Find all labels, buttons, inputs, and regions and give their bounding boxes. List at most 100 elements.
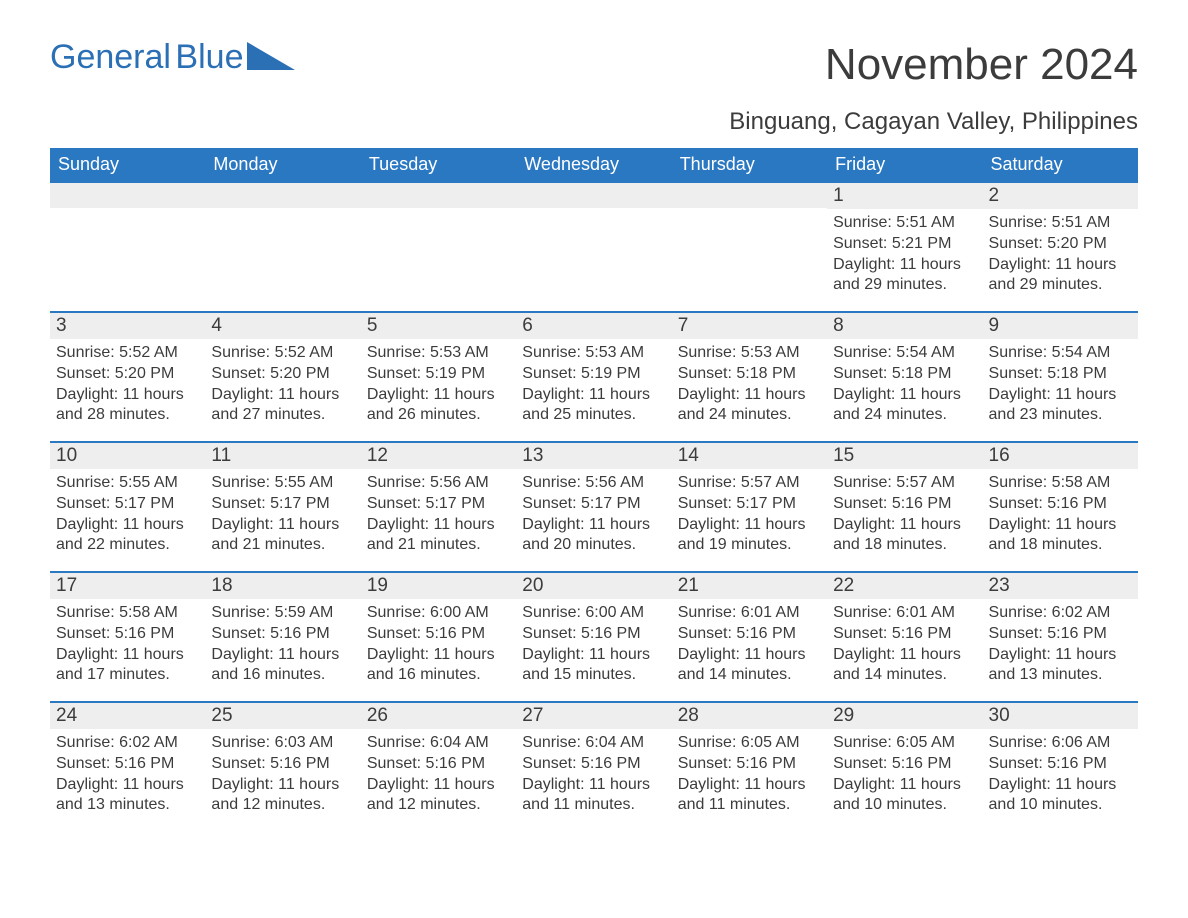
daylight-text: Daylight: 11 hours and 13 minutes.	[989, 645, 1132, 687]
day-number: 1	[827, 181, 982, 209]
day-details: Sunrise: 6:02 AMSunset: 5:16 PMDaylight:…	[983, 599, 1138, 690]
logo-triangle-icon	[247, 42, 295, 70]
day-number: 5	[361, 311, 516, 339]
sunset-text: Sunset: 5:16 PM	[833, 494, 976, 515]
daylight-text: Daylight: 11 hours and 23 minutes.	[989, 385, 1132, 427]
calendar-body: 1Sunrise: 5:51 AMSunset: 5:21 PMDaylight…	[50, 181, 1138, 831]
day-details: Sunrise: 6:03 AMSunset: 5:16 PMDaylight:…	[205, 729, 360, 820]
sunset-text: Sunset: 5:17 PM	[56, 494, 199, 515]
daylight-text: Daylight: 11 hours and 25 minutes.	[522, 385, 665, 427]
sunset-text: Sunset: 5:18 PM	[989, 364, 1132, 385]
sunrise-text: Sunrise: 5:51 AM	[833, 213, 976, 234]
calendar-cell: 4Sunrise: 5:52 AMSunset: 5:20 PMDaylight…	[205, 311, 360, 441]
calendar-week-row: 10Sunrise: 5:55 AMSunset: 5:17 PMDayligh…	[50, 441, 1138, 571]
calendar-cell	[50, 181, 205, 311]
daylight-text: Daylight: 11 hours and 24 minutes.	[833, 385, 976, 427]
calendar-cell: 21Sunrise: 6:01 AMSunset: 5:16 PMDayligh…	[672, 571, 827, 701]
calendar-cell: 16Sunrise: 5:58 AMSunset: 5:16 PMDayligh…	[983, 441, 1138, 571]
sunset-text: Sunset: 5:16 PM	[211, 754, 354, 775]
day-details: Sunrise: 5:57 AMSunset: 5:17 PMDaylight:…	[672, 469, 827, 560]
daylight-text: Daylight: 11 hours and 16 minutes.	[211, 645, 354, 687]
sunrise-text: Sunrise: 6:01 AM	[678, 603, 821, 624]
calendar-cell: 13Sunrise: 5:56 AMSunset: 5:17 PMDayligh…	[516, 441, 671, 571]
day-details: Sunrise: 5:56 AMSunset: 5:17 PMDaylight:…	[516, 469, 671, 560]
sunrise-text: Sunrise: 6:05 AM	[833, 733, 976, 754]
day-details: Sunrise: 6:01 AMSunset: 5:16 PMDaylight:…	[827, 599, 982, 690]
sunset-text: Sunset: 5:19 PM	[522, 364, 665, 385]
calendar-week-row: 1Sunrise: 5:51 AMSunset: 5:21 PMDaylight…	[50, 181, 1138, 311]
day-details: Sunrise: 5:52 AMSunset: 5:20 PMDaylight:…	[205, 339, 360, 430]
sunset-text: Sunset: 5:16 PM	[522, 754, 665, 775]
sunset-text: Sunset: 5:16 PM	[367, 754, 510, 775]
weekday-header: Sunday	[50, 148, 205, 181]
daylight-text: Daylight: 11 hours and 27 minutes.	[211, 385, 354, 427]
location-subtitle: Binguang, Cagayan Valley, Philippines	[50, 108, 1138, 136]
sunrise-text: Sunrise: 6:01 AM	[833, 603, 976, 624]
day-number: 23	[983, 571, 1138, 599]
sunset-text: Sunset: 5:16 PM	[211, 624, 354, 645]
sunrise-text: Sunrise: 5:53 AM	[522, 343, 665, 364]
sunset-text: Sunset: 5:20 PM	[989, 234, 1132, 255]
weekday-header: Monday	[205, 148, 360, 181]
calendar-cell: 15Sunrise: 5:57 AMSunset: 5:16 PMDayligh…	[827, 441, 982, 571]
sunset-text: Sunset: 5:20 PM	[211, 364, 354, 385]
day-details: Sunrise: 5:53 AMSunset: 5:18 PMDaylight:…	[672, 339, 827, 430]
sunset-text: Sunset: 5:17 PM	[522, 494, 665, 515]
daylight-text: Daylight: 11 hours and 18 minutes.	[833, 515, 976, 557]
day-details: Sunrise: 6:01 AMSunset: 5:16 PMDaylight:…	[672, 599, 827, 690]
daylight-text: Daylight: 11 hours and 18 minutes.	[989, 515, 1132, 557]
day-number: 25	[205, 701, 360, 729]
calendar-cell: 5Sunrise: 5:53 AMSunset: 5:19 PMDaylight…	[361, 311, 516, 441]
daylight-text: Daylight: 11 hours and 14 minutes.	[833, 645, 976, 687]
day-details: Sunrise: 5:58 AMSunset: 5:16 PMDaylight:…	[50, 599, 205, 690]
calendar-cell: 26Sunrise: 6:04 AMSunset: 5:16 PMDayligh…	[361, 701, 516, 831]
day-number: 15	[827, 441, 982, 469]
daylight-text: Daylight: 11 hours and 24 minutes.	[678, 385, 821, 427]
sunset-text: Sunset: 5:16 PM	[989, 494, 1132, 515]
daylight-text: Daylight: 11 hours and 21 minutes.	[367, 515, 510, 557]
logo-text-1: General	[50, 38, 171, 76]
calendar-cell: 3Sunrise: 5:52 AMSunset: 5:20 PMDaylight…	[50, 311, 205, 441]
calendar-table: SundayMondayTuesdayWednesdayThursdayFrid…	[50, 148, 1138, 831]
sunrise-text: Sunrise: 5:57 AM	[678, 473, 821, 494]
daylight-text: Daylight: 11 hours and 29 minutes.	[833, 255, 976, 297]
day-details: Sunrise: 5:55 AMSunset: 5:17 PMDaylight:…	[205, 469, 360, 560]
sunset-text: Sunset: 5:19 PM	[367, 364, 510, 385]
calendar-cell: 18Sunrise: 5:59 AMSunset: 5:16 PMDayligh…	[205, 571, 360, 701]
daylight-text: Daylight: 11 hours and 16 minutes.	[367, 645, 510, 687]
day-number: 10	[50, 441, 205, 469]
daylight-text: Daylight: 11 hours and 11 minutes.	[678, 775, 821, 817]
sunrise-text: Sunrise: 6:05 AM	[678, 733, 821, 754]
sunrise-text: Sunrise: 5:56 AM	[522, 473, 665, 494]
day-details: Sunrise: 5:57 AMSunset: 5:16 PMDaylight:…	[827, 469, 982, 560]
calendar-cell: 6Sunrise: 5:53 AMSunset: 5:19 PMDaylight…	[516, 311, 671, 441]
weekday-header-row: SundayMondayTuesdayWednesdayThursdayFrid…	[50, 148, 1138, 181]
weekday-header: Saturday	[983, 148, 1138, 181]
day-details: Sunrise: 6:05 AMSunset: 5:16 PMDaylight:…	[827, 729, 982, 820]
daylight-text: Daylight: 11 hours and 11 minutes.	[522, 775, 665, 817]
day-details: Sunrise: 5:55 AMSunset: 5:17 PMDaylight:…	[50, 469, 205, 560]
day-number: 17	[50, 571, 205, 599]
calendar-cell: 28Sunrise: 6:05 AMSunset: 5:16 PMDayligh…	[672, 701, 827, 831]
day-number: 11	[205, 441, 360, 469]
daylight-text: Daylight: 11 hours and 17 minutes.	[56, 645, 199, 687]
sunrise-text: Sunrise: 6:00 AM	[522, 603, 665, 624]
day-number: 2	[983, 181, 1138, 209]
calendar-cell: 11Sunrise: 5:55 AMSunset: 5:17 PMDayligh…	[205, 441, 360, 571]
sunrise-text: Sunrise: 5:52 AM	[211, 343, 354, 364]
day-details: Sunrise: 5:51 AMSunset: 5:21 PMDaylight:…	[827, 209, 982, 300]
page-title: November 2024	[825, 40, 1138, 90]
day-details: Sunrise: 6:02 AMSunset: 5:16 PMDaylight:…	[50, 729, 205, 820]
sunrise-text: Sunrise: 5:52 AM	[56, 343, 199, 364]
day-number: 3	[50, 311, 205, 339]
calendar-cell: 9Sunrise: 5:54 AMSunset: 5:18 PMDaylight…	[983, 311, 1138, 441]
day-number: 24	[50, 701, 205, 729]
sunrise-text: Sunrise: 6:02 AM	[56, 733, 199, 754]
day-number: 21	[672, 571, 827, 599]
daylight-text: Daylight: 11 hours and 12 minutes.	[367, 775, 510, 817]
calendar-cell: 1Sunrise: 5:51 AMSunset: 5:21 PMDaylight…	[827, 181, 982, 311]
weekday-header: Wednesday	[516, 148, 671, 181]
sunrise-text: Sunrise: 6:06 AM	[989, 733, 1132, 754]
sunrise-text: Sunrise: 5:58 AM	[56, 603, 199, 624]
day-number-bar-empty	[205, 181, 360, 208]
